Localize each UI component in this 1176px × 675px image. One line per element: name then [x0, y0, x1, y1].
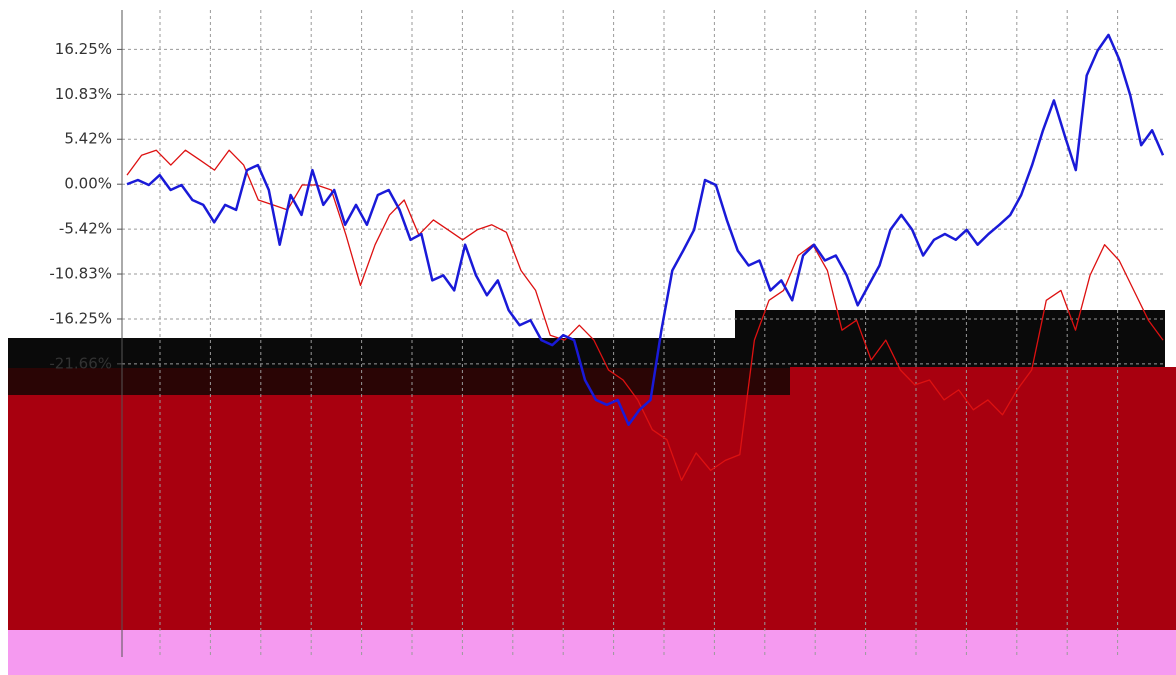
chart: 16.25% 10.83% 5.42% 0.00% -5.42% -10.83% -16.2…: [0, 0, 1176, 675]
y-tick-label: -16.25%: [49, 309, 112, 327]
corrupt-block: [8, 338, 798, 368]
y-tick-label: 5.42%: [64, 130, 112, 148]
y-tick-label: 16.25%: [55, 40, 112, 58]
corrupt-block: [8, 630, 1176, 675]
y-tick-label: -21.66%: [49, 354, 112, 372]
screen-corruption: [8, 310, 1176, 675]
y-tick-label: -5.42%: [59, 220, 112, 238]
corrupt-block: [8, 368, 798, 395]
corrupt-block: [8, 395, 1176, 630]
y-tick-label: 10.83%: [55, 85, 112, 103]
y-tick-label: -10.83%: [49, 265, 112, 283]
y-tick-label: 0.00%: [64, 175, 112, 193]
